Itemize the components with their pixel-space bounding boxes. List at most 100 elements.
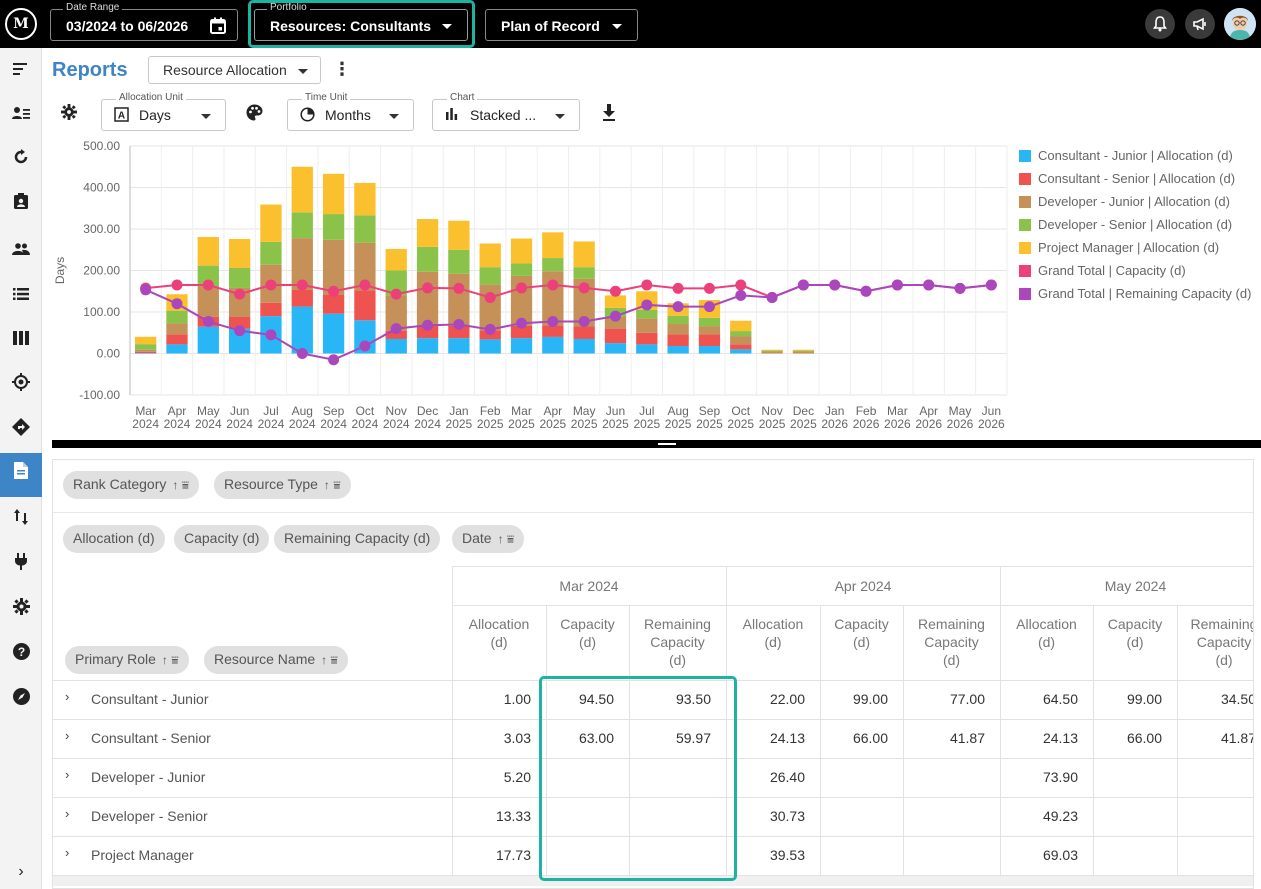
line-point — [202, 279, 214, 291]
portfolio-field[interactable]: Portfolio Resources: Consultants — [254, 2, 468, 41]
people-icon[interactable] — [8, 238, 34, 264]
bar-segment — [291, 166, 313, 213]
help-icon[interactable]: ? — [8, 643, 34, 669]
x-tick-year: 2024 — [289, 417, 316, 431]
legend-label: Developer - Senior | Allocation (d) — [1038, 217, 1233, 232]
bar-segment — [291, 306, 313, 354]
line-point — [766, 291, 778, 303]
chevron-down-icon — [389, 114, 399, 119]
y-tick-label: 500.00 — [83, 139, 120, 153]
legend-swatch — [1019, 196, 1031, 208]
diamond-direction-icon[interactable] — [8, 418, 34, 444]
bar-segment — [542, 258, 564, 272]
bell-icon[interactable] — [1145, 9, 1175, 39]
bar-segment — [197, 265, 219, 287]
document-icon[interactable] — [8, 462, 34, 488]
chevron-right-icon[interactable]: › — [65, 806, 70, 821]
row-label: Developer - Senior — [91, 808, 208, 824]
line-point — [547, 279, 559, 291]
refresh-icon[interactable] — [8, 148, 34, 174]
clipboard-user-icon[interactable] — [8, 192, 34, 218]
chip-allocation[interactable]: Allocation (d) — [63, 525, 165, 553]
gear-icon[interactable] — [8, 598, 34, 624]
table-cell: 24.13 — [769, 730, 805, 746]
x-tick-month: Sep — [323, 404, 345, 418]
chevron-right-icon[interactable]: › — [65, 728, 70, 743]
calendar-icon[interactable] — [209, 17, 227, 35]
x-tick-year: 2025 — [508, 417, 535, 431]
columns-icon[interactable] — [8, 328, 34, 354]
bar-segment — [291, 212, 313, 239]
chip-date[interactable]: Date ↑ ⩸ — [452, 525, 525, 553]
bar-segment — [166, 323, 188, 335]
menu-lines-icon[interactable] — [8, 59, 34, 85]
chevron-right-icon[interactable]: › — [65, 689, 70, 704]
line-point — [578, 282, 590, 294]
chart-type-select[interactable]: Chart Stacked ... — [432, 92, 580, 131]
plan-value: Plan of Record — [501, 18, 600, 34]
bar-segment — [416, 271, 439, 326]
megaphone-icon[interactable] — [1185, 9, 1215, 39]
plug-icon[interactable] — [8, 553, 34, 579]
chevron-right-icon[interactable]: › — [65, 845, 70, 860]
date-range-value: 03/2024 to 06/2026 — [66, 18, 189, 34]
chip-resource-name[interactable]: Resource Name ↑ ⩸ — [204, 646, 348, 674]
app-logo[interactable]: M — [5, 8, 37, 40]
line-point — [265, 329, 277, 341]
report-type-select[interactable]: Resource Allocation — [148, 56, 321, 84]
time-unit-select[interactable]: Time Unit Months — [287, 92, 414, 131]
x-tick-year: 2025 — [759, 417, 786, 431]
bar-segment — [730, 349, 752, 354]
x-tick-month: Mar — [135, 404, 156, 418]
chip-remaining-capacity[interactable]: Remaining Capacity (d) — [274, 525, 441, 553]
line-point — [954, 282, 966, 294]
plan-select[interactable]: Plan of Record — [485, 9, 638, 41]
table-cell: 41.87 — [949, 730, 985, 746]
sort-filter-icon[interactable]: ↑ ⩸ — [323, 478, 341, 492]
chevron-right-icon[interactable]: › — [65, 767, 70, 782]
row-label: Project Manager — [91, 847, 194, 863]
settings-gear-icon[interactable] — [61, 104, 77, 125]
list-icon[interactable] — [8, 283, 34, 309]
chip-rank-category[interactable]: Rank Category ↑ ⩸ — [63, 471, 200, 499]
avatar[interactable] — [1224, 8, 1256, 40]
chevron-right-icon[interactable]: › — [18, 863, 24, 880]
line-point — [422, 282, 434, 294]
x-tick-year: 2026 — [978, 417, 1005, 431]
splitter-handle[interactable] — [658, 443, 676, 445]
chip-resource-type[interactable]: Resource Type ↑ ⩸ — [214, 471, 351, 499]
measure-header: Capacity (d) — [560, 616, 615, 650]
chip-capacity[interactable]: Capacity (d) — [174, 525, 270, 553]
download-icon[interactable] — [601, 104, 617, 126]
bar-segment — [730, 336, 752, 345]
bar-segment — [416, 246, 439, 272]
table-cell: 66.00 — [852, 730, 888, 746]
bar-segment — [228, 238, 251, 269]
sort-filter-icon[interactable]: ↑ ⩸ — [161, 653, 179, 667]
sort-filter-icon[interactable]: ↑ ⩸ — [321, 653, 338, 667]
swap-vertical-icon[interactable] — [8, 508, 34, 534]
target-icon[interactable] — [8, 373, 34, 399]
bar-segment — [479, 267, 501, 285]
allocation-unit-select[interactable]: Allocation Unit A Days — [101, 92, 226, 131]
bar-segment — [510, 338, 533, 354]
line-point — [359, 340, 371, 352]
line-point — [171, 279, 183, 291]
more-options-icon[interactable]: ⋮ — [333, 59, 351, 79]
sort-filter-icon[interactable]: ↑ ⩸ — [172, 478, 190, 492]
date-range-field[interactable]: Date Range 03/2024 to 06/2026 — [50, 2, 238, 41]
legend-swatch — [1019, 219, 1031, 231]
legend-swatch — [1019, 150, 1031, 162]
bar-segment — [385, 270, 407, 296]
chip-primary-role[interactable]: Primary Role ↑ ⩸ — [65, 646, 189, 674]
pane-splitter[interactable] — [52, 440, 1261, 448]
chart-type-value: Stacked ... — [470, 107, 537, 123]
bar-segment — [448, 325, 470, 339]
bar-segment — [322, 173, 345, 215]
table-cell: 26.40 — [769, 769, 805, 785]
user-list-icon[interactable] — [8, 103, 34, 129]
compass-icon[interactable] — [8, 688, 34, 714]
bar-segment — [416, 325, 439, 339]
sort-filter-icon[interactable]: ↑ ⩸ — [497, 532, 515, 546]
palette-icon[interactable] — [246, 104, 263, 126]
